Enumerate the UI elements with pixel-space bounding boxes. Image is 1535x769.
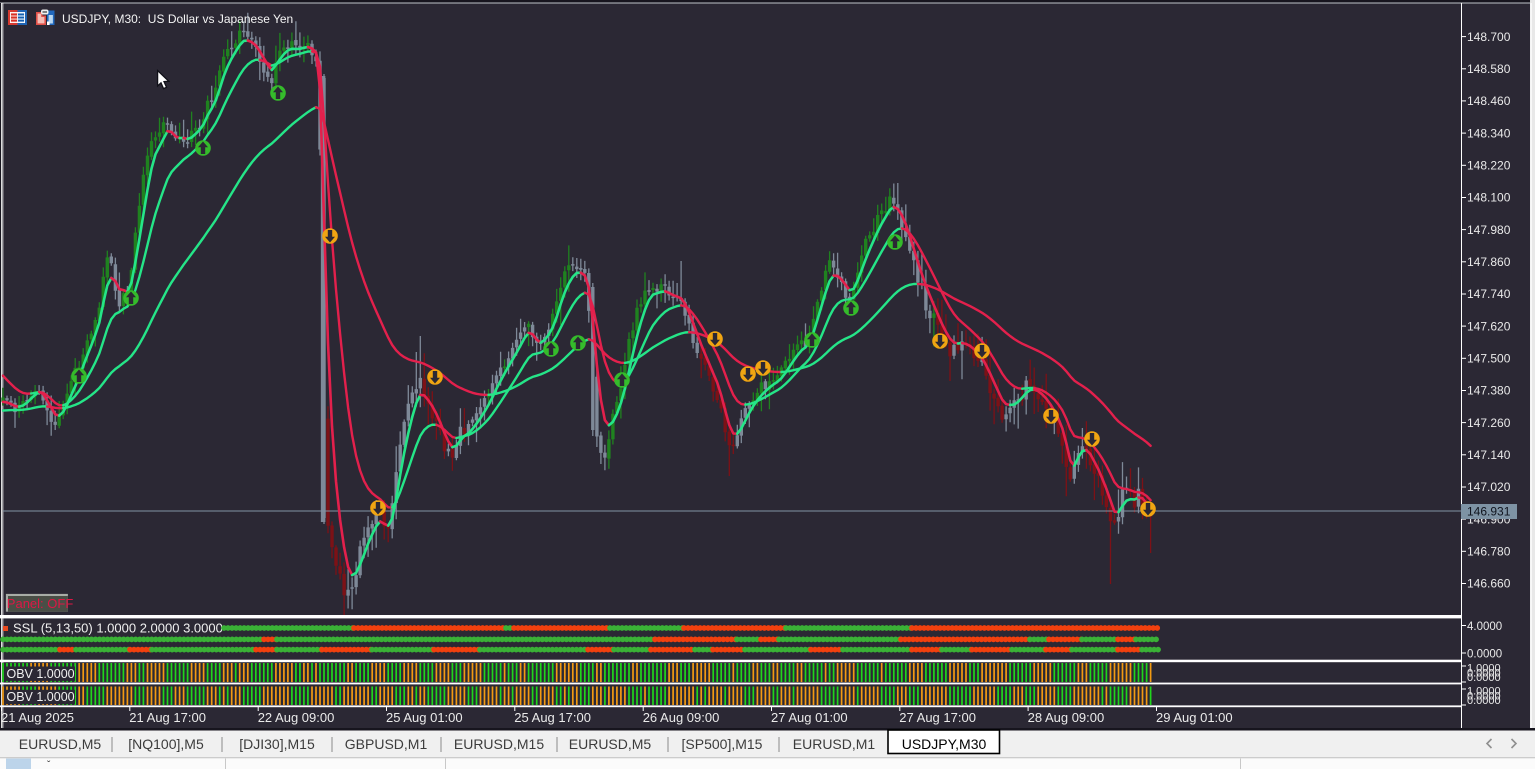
svg-text:0.0000: 0.0000 — [1467, 648, 1502, 660]
svg-text:21 Aug 2025: 21 Aug 2025 — [1, 710, 74, 725]
svg-text:148.100: 148.100 — [1467, 191, 1511, 205]
svg-text:147.980: 147.980 — [1467, 223, 1511, 237]
svg-text:146.780: 146.780 — [1467, 545, 1511, 559]
svg-text:USDJPY,M30: USDJPY,M30 — [902, 736, 987, 752]
svg-text:147.620: 147.620 — [1467, 319, 1511, 333]
svg-text:OBV 1.0000: OBV 1.0000 — [7, 690, 75, 704]
svg-text:28 Aug 09:00: 28 Aug 09:00 — [1028, 710, 1105, 725]
svg-text:25 Aug 17:00: 25 Aug 17:00 — [514, 710, 591, 725]
svg-text:148.220: 148.220 — [1467, 159, 1511, 173]
svg-text:22 Aug 09:00: 22 Aug 09:00 — [258, 710, 335, 725]
svg-text:[SP500],M15: [SP500],M15 — [682, 736, 763, 752]
svg-text:1.0000: 1.0000 — [1467, 663, 1501, 675]
svg-text:147.740: 147.740 — [1467, 287, 1511, 301]
svg-text:146.660: 146.660 — [1467, 577, 1511, 591]
svg-text:EURUSD,M1: EURUSD,M1 — [793, 736, 876, 752]
svg-text:0.0000: 0.0000 — [1467, 695, 1501, 707]
svg-text:148.460: 148.460 — [1467, 94, 1511, 108]
svg-text:146.931: 146.931 — [1467, 505, 1511, 519]
svg-text:ˇ: ˇ — [47, 759, 51, 769]
svg-text:148.580: 148.580 — [1467, 62, 1511, 76]
svg-text:0.0000: 0.0000 — [1467, 668, 1501, 680]
svg-text:EURUSD,M5: EURUSD,M5 — [569, 736, 652, 752]
svg-text:147.860: 147.860 — [1467, 255, 1511, 269]
svg-text:147.500: 147.500 — [1467, 352, 1511, 366]
svg-text:1.0000: 1.0000 — [1467, 686, 1501, 698]
svg-text:27 Aug 01:00: 27 Aug 01:00 — [771, 710, 848, 725]
svg-text:147.020: 147.020 — [1467, 480, 1511, 494]
svg-text:25 Aug 01:00: 25 Aug 01:00 — [386, 710, 463, 725]
svg-text:0.0000: 0.0000 — [1467, 672, 1501, 684]
svg-text:[DJI30],M15: [DJI30],M15 — [239, 736, 315, 752]
svg-text:147.380: 147.380 — [1467, 384, 1511, 398]
svg-text:Panel: OFF: Panel: OFF — [7, 596, 74, 611]
svg-text:0.0000: 0.0000 — [1467, 691, 1501, 703]
svg-text:27 Aug 17:00: 27 Aug 17:00 — [899, 710, 976, 725]
svg-text:EURUSD,M5: EURUSD,M5 — [19, 736, 102, 752]
svg-text:SSL (5,13,50) 1.0000 2.0000 3.: SSL (5,13,50) 1.0000 2.0000 3.0000 — [13, 621, 223, 636]
svg-text:26 Aug 09:00: 26 Aug 09:00 — [643, 710, 720, 725]
svg-text:21 Aug 17:00: 21 Aug 17:00 — [129, 710, 206, 725]
svg-text:OBV 1.0000: OBV 1.0000 — [7, 667, 75, 681]
svg-text:4.0000: 4.0000 — [1467, 621, 1502, 633]
svg-text:29 Aug 01:00: 29 Aug 01:00 — [1156, 710, 1233, 725]
svg-text:147.140: 147.140 — [1467, 448, 1511, 462]
svg-text:USDJPY, M30: US Dollar vs Jap: USDJPY, M30: US Dollar vs Japanese Yen — [62, 12, 293, 26]
svg-text:147.260: 147.260 — [1467, 416, 1511, 430]
svg-text:148.700: 148.700 — [1467, 30, 1511, 44]
svg-text:GBPUSD,M1: GBPUSD,M1 — [345, 736, 428, 752]
svg-text:EURUSD,M15: EURUSD,M15 — [454, 736, 544, 752]
svg-text:148.340: 148.340 — [1467, 126, 1511, 140]
svg-text:[NQ100],M5: [NQ100],M5 — [128, 736, 204, 752]
